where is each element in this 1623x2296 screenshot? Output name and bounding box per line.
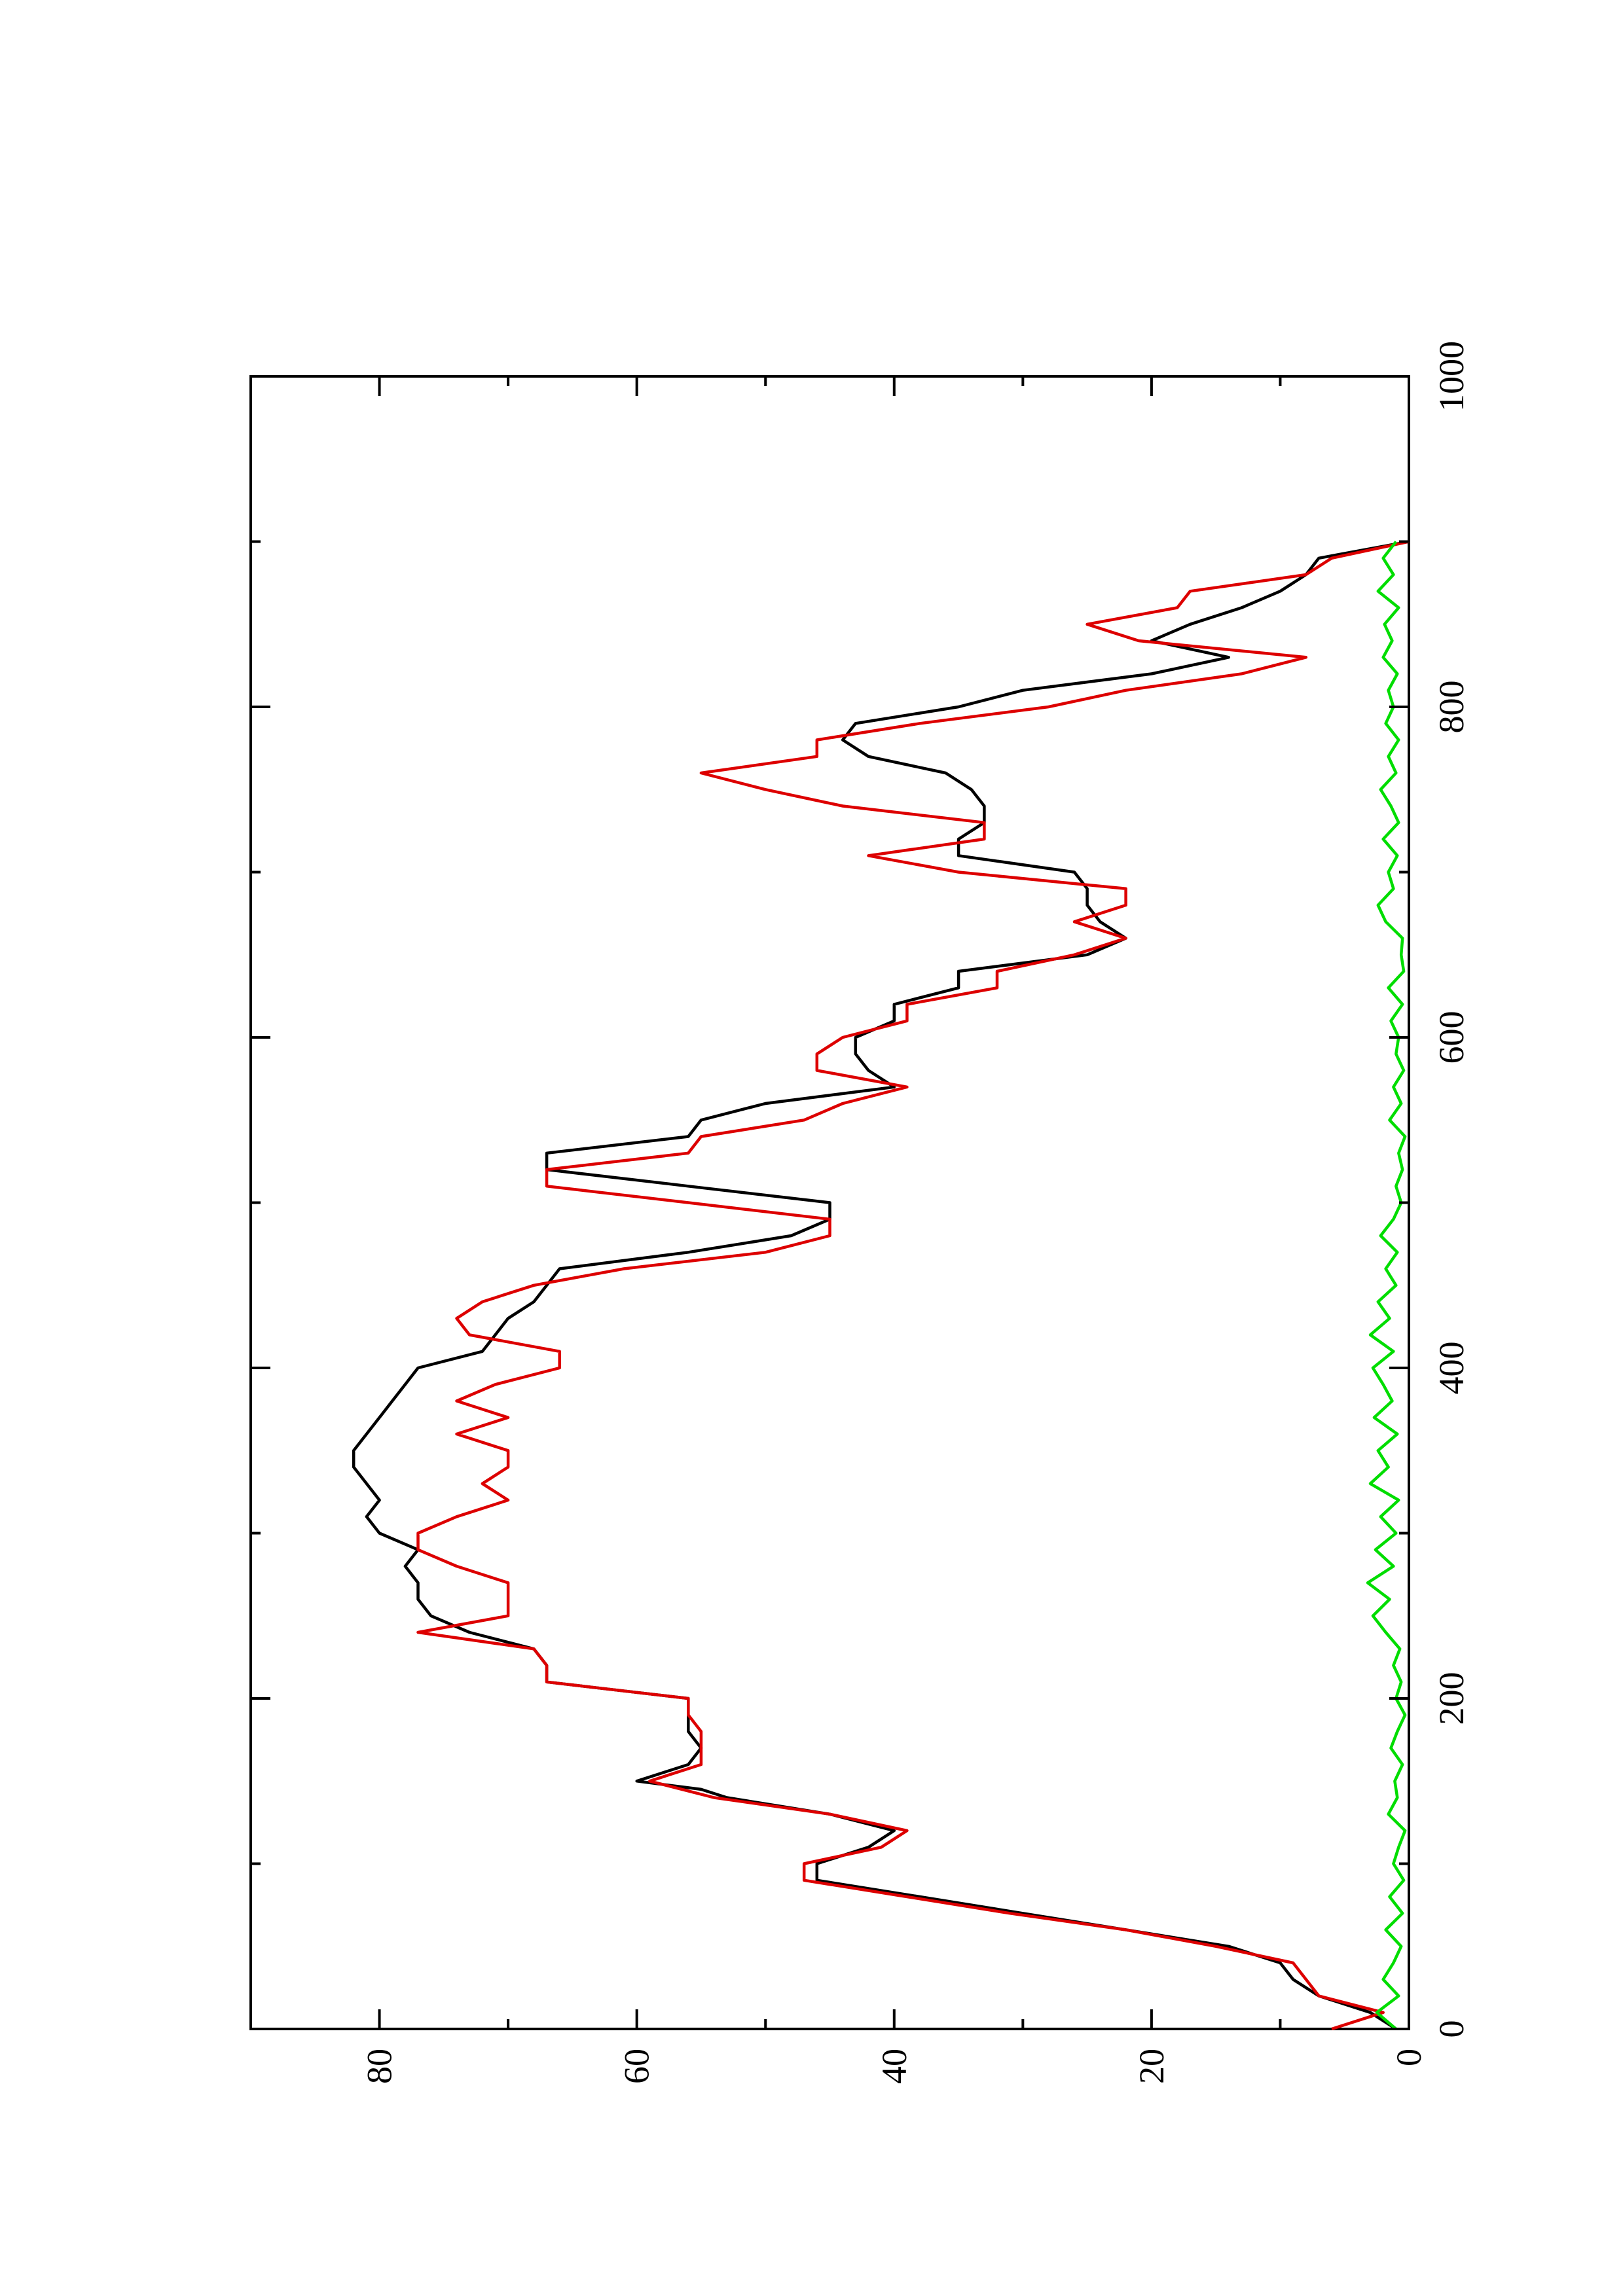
x-tick-label: 800	[1432, 681, 1471, 734]
tick-layer	[251, 375, 1410, 2030]
y-tick-label: 60	[617, 2049, 657, 2084]
x-tick-label: 0	[1432, 2020, 1471, 2038]
y-tick-label: 80	[360, 2049, 399, 2084]
series-line-0	[352, 540, 1410, 2030]
x-tick-label: 1000	[1432, 341, 1471, 412]
x-tick-label: 400	[1432, 1342, 1471, 1395]
series-line-1	[416, 540, 1410, 2031]
series-layer	[352, 540, 1410, 2031]
label-layer: 0 200 400 600 800 1000 0 20 40 60 80	[360, 341, 1471, 2084]
y-tick-label: 40	[875, 2049, 914, 2084]
series-line-2	[1366, 541, 1407, 2030]
y-tick-label: 20	[1132, 2049, 1171, 2084]
x-tick-label: 200	[1432, 1672, 1471, 1725]
x-tick-label: 600	[1432, 1011, 1471, 1064]
y-tick-label: 0	[1389, 2049, 1429, 2066]
